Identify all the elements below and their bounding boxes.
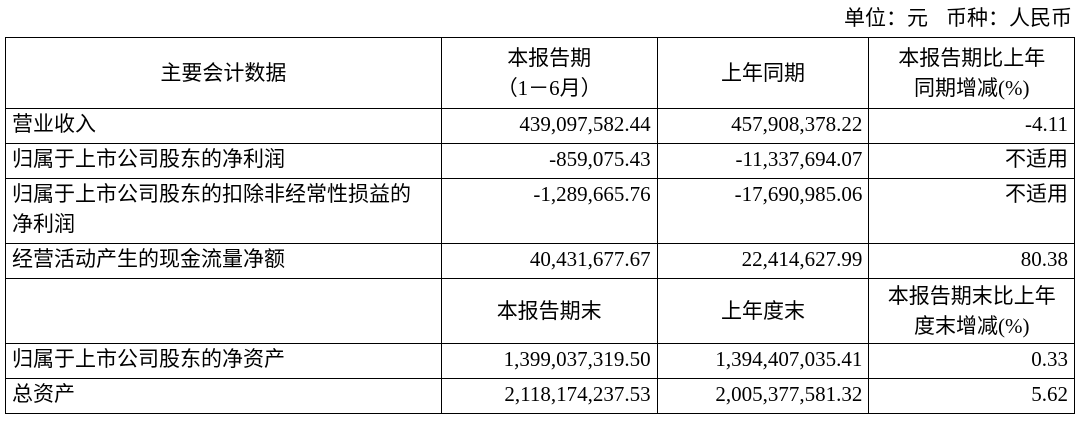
table-row: 归属于上市公司股东的净资产 1,399,037,319.50 1,394,407…	[5, 343, 1075, 379]
value-cell: 2,118,174,237.53	[440, 378, 658, 414]
value-cell: 5.62	[868, 378, 1075, 414]
header-cell: 本报告期比上年 同期增减(%)	[868, 37, 1075, 109]
value-cell: 0.33	[868, 343, 1075, 379]
header-cell: 主要会计数据	[5, 37, 442, 109]
unit-currency-note: 单位：元 币种：人民币	[826, 4, 1072, 32]
value-cell: 22,414,627.99	[656, 243, 870, 279]
value-cell: -11,337,694.07	[656, 143, 870, 179]
value-cell: 40,431,677.67	[440, 243, 658, 279]
value-cell: 457,908,378.22	[656, 108, 870, 144]
table-row: 归属于上市公司股东的扣除非经常性损益的净利润 -1,289,665.76 -17…	[5, 178, 1075, 244]
value-cell: -4.11	[868, 108, 1075, 144]
table-row: 总资产 2,118,174,237.53 2,005,377,581.32 5.…	[5, 378, 1075, 414]
row-label: 归属于上市公司股东的净资产	[5, 343, 442, 379]
value-cell: 439,097,582.44	[440, 108, 658, 144]
table-header-row: 主要会计数据 本报告期 （1－6月） 上年同期 本报告期比上年 同期增减(%)	[5, 37, 1075, 109]
header-cell: 本报告期末	[440, 278, 658, 344]
header-cell: 上年度末	[656, 278, 870, 344]
row-label: 营业收入	[5, 108, 442, 144]
value-cell: 2,005,377,581.32	[656, 378, 870, 414]
table-subheader-row: 本报告期末 上年度末 本报告期末比上年度末增减(%)	[5, 278, 1075, 344]
row-label: 归属于上市公司股东的净利润	[5, 143, 442, 179]
header-cell: 本报告期末比上年度末增减(%)	[868, 278, 1075, 344]
table-row: 归属于上市公司股东的净利润 -859,075.43 -11,337,694.07…	[5, 143, 1075, 179]
value-cell: 80.38	[868, 243, 1075, 279]
table-row: 营业收入 439,097,582.44 457,908,378.22 -4.11	[5, 108, 1075, 144]
key-accounting-data-table: 主要会计数据 本报告期 （1－6月） 上年同期 本报告期比上年 同期增减(%) …	[5, 37, 1075, 414]
table-row: 经营活动产生的现金流量净额 40,431,677.67 22,414,627.9…	[5, 243, 1075, 279]
row-label: 归属于上市公司股东的扣除非经常性损益的净利润	[5, 178, 442, 244]
value-cell: 1,399,037,319.50	[440, 343, 658, 379]
header-cell: 上年同期	[656, 37, 870, 109]
value-cell: -859,075.43	[440, 143, 658, 179]
value-cell: 不适用	[868, 178, 1075, 244]
currency-label: 币种：人民币	[946, 6, 1072, 30]
row-label: 经营活动产生的现金流量净额	[5, 243, 442, 279]
header-cell: 本报告期 （1－6月）	[440, 37, 658, 109]
header-cell	[5, 278, 442, 344]
value-cell: -1,289,665.76	[440, 178, 658, 244]
unit-label: 单位：元	[844, 6, 928, 30]
value-cell: -17,690,985.06	[656, 178, 870, 244]
row-label: 总资产	[5, 378, 442, 414]
value-cell: 1,394,407,035.41	[656, 343, 870, 379]
value-cell: 不适用	[868, 143, 1075, 179]
